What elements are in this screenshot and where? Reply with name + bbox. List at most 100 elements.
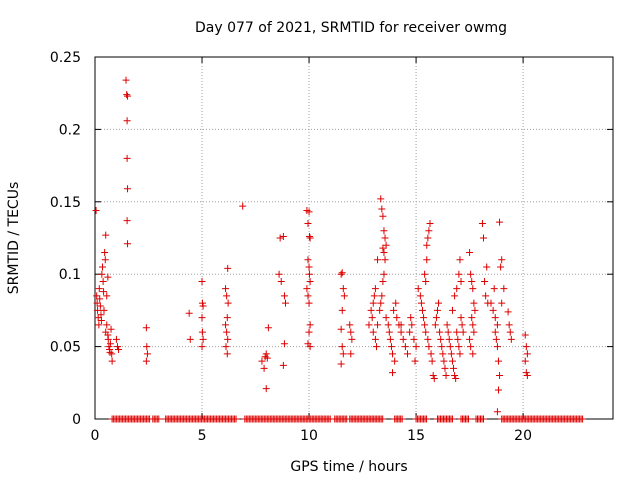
data-point [338, 343, 346, 351]
data-point [452, 374, 460, 382]
grid-lines [95, 57, 613, 419]
data-point [397, 321, 405, 329]
data-point [436, 328, 444, 336]
data-point [112, 335, 120, 343]
data-point [421, 321, 429, 329]
y-tick-label: 0.25 [50, 50, 81, 66]
data-point [143, 350, 151, 358]
data-point [491, 314, 499, 322]
data-point [469, 321, 477, 329]
x-tick-label: 20 [514, 428, 532, 444]
data-point [451, 372, 459, 380]
data-point [103, 321, 111, 329]
data-point [411, 357, 419, 365]
data-point [505, 321, 513, 329]
data-point [433, 306, 441, 314]
data-point [142, 357, 150, 365]
data-point [384, 321, 392, 329]
data-point [414, 285, 422, 293]
data-point [492, 335, 500, 343]
data-point [487, 299, 495, 307]
data-point [423, 241, 431, 249]
data-point [386, 335, 394, 343]
data-point [422, 277, 430, 285]
x-tick-label: 5 [198, 428, 207, 444]
data-point [448, 415, 456, 423]
data-point [370, 292, 378, 300]
data-point [239, 202, 247, 210]
data-point [185, 309, 193, 317]
data-point [94, 306, 102, 314]
data-point [455, 343, 463, 351]
data-point [446, 343, 454, 351]
data-point [279, 233, 287, 241]
data-point [124, 92, 132, 100]
x-tick-label: 15 [407, 428, 425, 444]
data-point [378, 205, 386, 213]
data-point [337, 360, 345, 368]
data-points [92, 76, 587, 423]
data-point [379, 415, 387, 423]
data-point [427, 350, 435, 358]
data-point [124, 185, 132, 193]
data-point [339, 350, 347, 358]
data-point [155, 415, 163, 423]
data-point [222, 321, 230, 329]
data-point [262, 385, 270, 393]
data-point [305, 208, 313, 216]
data-point [186, 335, 194, 343]
data-point [444, 328, 452, 336]
y-tick-label: 0 [72, 412, 81, 428]
data-point [455, 270, 463, 278]
data-point [198, 343, 206, 351]
data-point [467, 343, 475, 351]
data-point [305, 233, 313, 241]
x-tick-label: 0 [91, 428, 100, 444]
data-point [382, 241, 390, 249]
data-point [199, 302, 207, 310]
data-point [450, 364, 458, 372]
axis-ticks: 0 5 10 15 20 0 0.05 0.1 0.15 0.2 0.25 [50, 50, 613, 444]
data-point [198, 328, 206, 336]
data-point [108, 350, 116, 358]
data-point [198, 314, 206, 322]
data-point [337, 270, 345, 278]
data-point [279, 361, 287, 369]
data-point [277, 277, 285, 285]
data-point [393, 314, 401, 322]
data-point [123, 91, 131, 99]
data-point [498, 299, 506, 307]
data-point [448, 306, 456, 314]
data-point [453, 328, 461, 336]
data-point [98, 263, 106, 271]
data-point [305, 263, 313, 271]
data-point [391, 357, 399, 365]
data-point [494, 357, 502, 365]
plot-frame [94, 56, 614, 420]
data-point [143, 343, 151, 351]
data-point [399, 335, 407, 343]
data-point [498, 256, 506, 264]
data-point [223, 350, 231, 358]
data-point [467, 270, 475, 278]
data-point [223, 328, 231, 336]
data-point [438, 343, 446, 351]
data-point [424, 234, 432, 242]
data-point [466, 335, 474, 343]
data-point [445, 335, 453, 343]
data-point [101, 256, 109, 264]
data-point [523, 350, 531, 358]
data-point [305, 328, 313, 336]
data-point [425, 343, 433, 351]
data-point [470, 328, 478, 336]
data-point [497, 263, 505, 271]
data-point [369, 299, 377, 307]
data-point [435, 299, 443, 307]
data-point [98, 270, 106, 278]
data-point [459, 328, 467, 336]
data-point [500, 285, 508, 293]
data-point [406, 328, 414, 336]
data-point [379, 212, 387, 220]
data-point [107, 325, 115, 333]
data-point [222, 285, 230, 293]
